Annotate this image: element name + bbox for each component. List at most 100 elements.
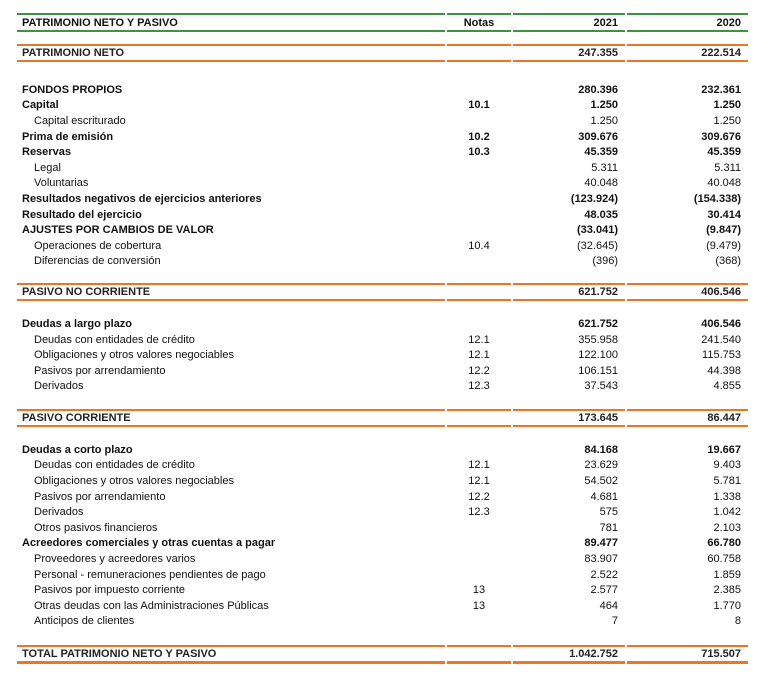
row-value-2021: 621.752 — [578, 317, 618, 330]
row-value-2020: 309.676 — [701, 130, 741, 143]
row-notes-value — [447, 551, 511, 567]
row-notes-value — [447, 536, 511, 552]
row-notes-value — [447, 283, 511, 302]
row-value-2020: 5.311 — [714, 161, 741, 174]
table-row: Derivados 12.3 575 1.042 — [17, 504, 748, 520]
table-row: Deudas con entidades de crédito 12.1 23.62… — [17, 458, 748, 474]
row-value-2020: 232.361 — [701, 83, 741, 96]
row-value-2020: 86.447 — [627, 409, 748, 428]
row-notes-value — [447, 160, 511, 176]
row-notes-value — [447, 567, 511, 583]
row-notes-value: 13 — [472, 599, 486, 612]
row-notes-value: 12.2 — [468, 364, 490, 377]
row-label: Pasivos por arrendamiento — [34, 364, 166, 377]
row-label: Anticipos de clientes — [34, 615, 135, 628]
row-value-2020: 44.398 — [707, 364, 741, 377]
row-value-2020: 30.414 — [707, 208, 741, 221]
row-label: Deudas a corto plazo — [22, 443, 133, 456]
row-value-2021: 23.629 — [584, 459, 618, 472]
table-row: Operaciones de cobertura 10.4 (32.645) (9.4… — [17, 238, 748, 254]
row-value-2020: 9.403 — [713, 459, 741, 472]
row-label: Derivados — [34, 506, 84, 519]
row-value-2020: 1.250 — [713, 114, 741, 127]
row-value-2020: (154.338) — [693, 192, 741, 205]
row-value-2020: 2.385 — [713, 584, 741, 597]
row-value-2020: 45.359 — [707, 146, 741, 159]
table-row: Otras deudas con las Administraciones Pú… — [17, 598, 748, 614]
row-value-2021: 1.250 — [590, 114, 618, 127]
row-notes-value: 12.1 — [468, 459, 490, 472]
row-value-2021: 83.907 — [584, 553, 618, 566]
row-notes-value: 10.4 — [468, 239, 490, 252]
row-value-2021: 1.042.752 — [513, 645, 625, 665]
row-value-2021: (123.924) — [570, 192, 618, 205]
row-value-2020: 241.540 — [701, 333, 741, 346]
row-label: Reservas — [22, 146, 71, 159]
row-label: Resultados negativos de ejercicios anter… — [22, 192, 262, 205]
row-value-2021: 84.168 — [584, 443, 618, 456]
row-value-2020: 406.546 — [701, 317, 741, 330]
row-value-2021: 48.035 — [584, 208, 618, 221]
row-label: Voluntarias — [34, 177, 89, 190]
table-row: PATRIMONIO NETO 247.355 222.514 — [17, 44, 748, 62]
row-label: AJUSTES POR CAMBIOS DE VALOR — [22, 224, 214, 237]
row-notes-value — [447, 614, 511, 630]
row-label: Pasivos por arrendamiento — [34, 490, 166, 503]
table-row: Anticipos de clientes 7 8 — [17, 614, 748, 630]
row-value-2021: (32.645) — [577, 239, 618, 252]
row-value-2021: 309.676 — [578, 130, 618, 143]
row-notes-value: 10.1 — [468, 99, 490, 112]
table-row: Legal 5.311 5.311 — [17, 160, 748, 176]
spacer-cell — [17, 427, 748, 442]
row-value-2020: 1.338 — [713, 490, 741, 503]
row-value-2021: 173.645 — [513, 409, 625, 428]
row-label: TOTAL PATRIMONIO NETO Y PASIVO — [17, 645, 445, 665]
row-value-2021: 106.151 — [578, 364, 618, 377]
table-row: Derivados 12.3 37.543 4.855 — [17, 379, 748, 395]
row-notes-value — [447, 176, 511, 192]
table-row: Obligaciones y otros valores negociables… — [17, 473, 748, 489]
table-row: Pasivos por arrendamiento 12.2 4.681 1.338 — [17, 489, 748, 505]
row-value-2021: 280.396 — [578, 83, 618, 96]
table-row: Personal - remuneraciones pendientes de … — [17, 567, 748, 583]
row-value-2021: 5.311 — [591, 161, 618, 174]
column-header-title: PATRIMONIO NETO Y PASIVO — [17, 13, 445, 32]
row-value-2021: 4.681 — [590, 490, 618, 503]
row-notes-value — [447, 254, 511, 270]
row-notes-value — [447, 82, 511, 98]
table-row: AJUSTES POR CAMBIOS DE VALOR (33.041) (9.8… — [17, 222, 748, 238]
row-value-2021: 781 — [599, 521, 618, 534]
row-value-2021: 122.100 — [578, 349, 618, 362]
row-label: Prima de emisión — [22, 130, 114, 143]
table-row: Deudas a corto plazo 84.168 19.667 — [17, 442, 748, 458]
row-value-2021: 40.048 — [584, 177, 618, 190]
table-row: Obligaciones y otros valores negociables… — [17, 347, 748, 363]
table-row: Deudas a largo plazo 621.752 406.546 — [17, 316, 748, 332]
column-header-notas: Notas — [447, 13, 511, 32]
row-value-2020: (9.479) — [706, 239, 741, 252]
row-value-2021: 2.522 — [590, 568, 618, 581]
row-notes-value — [447, 207, 511, 223]
row-value-2021: 1.250 — [590, 99, 618, 112]
row-label: PASIVO CORRIENTE — [17, 409, 445, 428]
row-value-2021: 45.359 — [584, 146, 618, 159]
row-value-2021: 7 — [611, 615, 618, 628]
spacer-row — [17, 32, 748, 44]
row-value-2021: (396) — [592, 255, 618, 268]
row-label: Pasivos por impuesto corriente — [34, 584, 186, 597]
row-label: Otras deudas con las Administraciones Pú… — [34, 599, 269, 612]
row-value-2021: 355.958 — [578, 333, 618, 346]
column-header-2020: 2020 — [627, 13, 748, 32]
row-value-2021: 37.543 — [584, 380, 618, 393]
spacer-cell — [17, 394, 748, 409]
row-value-2020: 715.507 — [627, 645, 748, 665]
row-notes-value — [447, 645, 511, 665]
table-row: PASIVO CORRIENTE 173.645 86.447 — [17, 409, 748, 428]
row-label: Personal - remuneraciones pendientes de … — [34, 568, 266, 581]
row-notes-value: 12.3 — [468, 506, 490, 519]
table-row: Reservas 10.3 45.359 45.359 — [17, 144, 748, 160]
row-value-2020: 8 — [734, 615, 741, 628]
row-value-2020: 40.048 — [707, 177, 741, 190]
row-value-2020: 222.514 — [627, 44, 748, 62]
row-label: Obligaciones y otros valores negociables — [34, 349, 234, 362]
